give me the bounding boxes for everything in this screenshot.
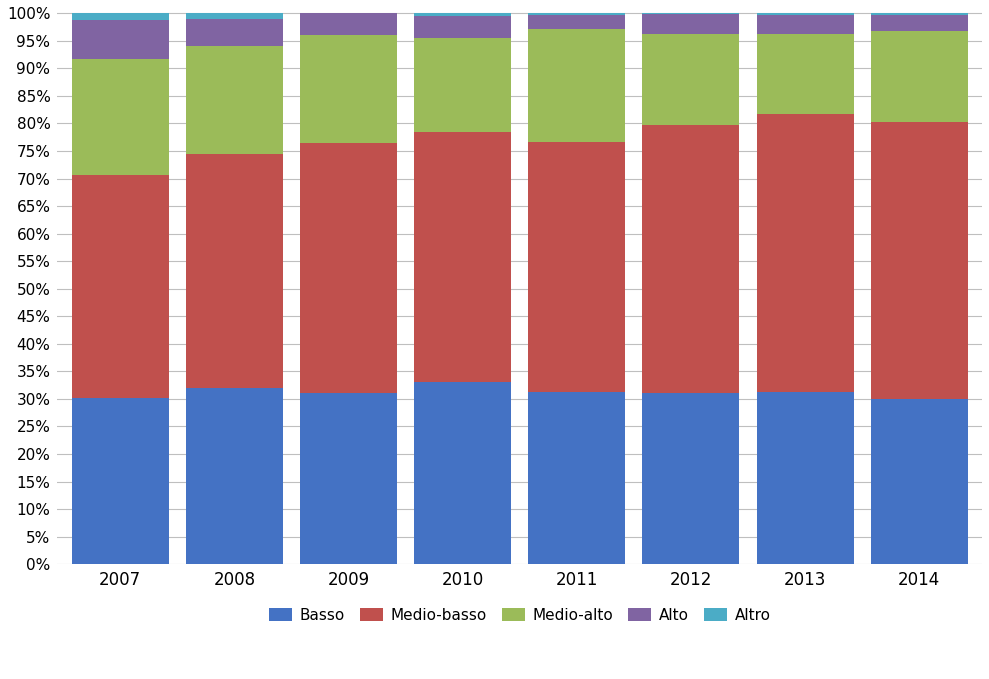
Bar <box>757 14 854 15</box>
Bar <box>186 388 283 564</box>
Bar <box>414 382 511 564</box>
Bar <box>186 153 283 388</box>
Bar <box>300 393 397 564</box>
Bar <box>71 20 169 59</box>
Bar <box>757 392 854 564</box>
Bar <box>414 16 511 38</box>
Bar <box>71 59 169 175</box>
Bar <box>757 114 854 392</box>
Bar <box>870 31 968 122</box>
Bar <box>870 399 968 564</box>
Bar <box>528 392 625 564</box>
Bar <box>414 14 511 16</box>
Bar <box>643 393 740 564</box>
Bar <box>71 14 169 20</box>
Bar <box>757 15 854 34</box>
Bar <box>528 29 625 142</box>
Bar <box>870 14 968 15</box>
Bar <box>414 38 511 132</box>
Bar <box>300 35 397 143</box>
Bar <box>870 15 968 31</box>
Bar <box>71 175 169 398</box>
Bar <box>300 143 397 393</box>
Bar <box>300 14 397 35</box>
Bar <box>528 14 625 15</box>
Bar <box>528 142 625 392</box>
Bar <box>186 46 283 153</box>
Bar <box>71 398 169 564</box>
Bar <box>757 34 854 114</box>
Bar <box>186 19 283 46</box>
Bar <box>643 14 740 34</box>
Bar <box>643 34 740 124</box>
Bar <box>186 14 283 19</box>
Legend: Basso, Medio-basso, Medio-alto, Alto, Altro: Basso, Medio-basso, Medio-alto, Alto, Al… <box>262 602 777 629</box>
Bar <box>414 132 511 382</box>
Bar <box>528 15 625 29</box>
Bar <box>870 122 968 399</box>
Bar <box>643 124 740 393</box>
